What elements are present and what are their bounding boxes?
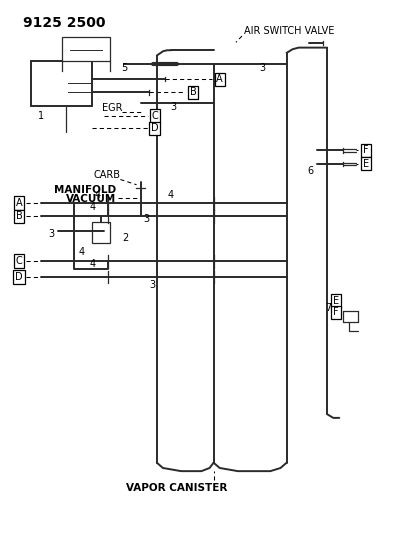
Text: 4: 4: [168, 190, 174, 200]
Text: 7: 7: [325, 303, 331, 313]
Bar: [62, 37, 110, 61]
Text: VAPOR CANISTER: VAPOR CANISTER: [127, 483, 228, 492]
Text: 3: 3: [48, 230, 55, 239]
Text: F: F: [363, 146, 369, 156]
Text: D: D: [15, 272, 23, 282]
Text: 3: 3: [150, 280, 156, 289]
Text: 1: 1: [38, 111, 44, 121]
Text: VACUUM: VACUUM: [66, 194, 116, 204]
Text: E: E: [363, 159, 369, 168]
Bar: [31, 61, 92, 106]
Text: B: B: [16, 212, 22, 221]
Text: F: F: [333, 308, 339, 317]
Text: AIR SWITCH VALVE: AIR SWITCH VALVE: [244, 27, 335, 36]
Text: MANIFOLD: MANIFOLD: [54, 184, 116, 195]
Text: 2: 2: [122, 233, 129, 243]
Text: 4: 4: [79, 247, 85, 257]
Text: 4: 4: [90, 259, 96, 269]
Text: EGR: EGR: [102, 103, 122, 113]
Text: E: E: [333, 296, 339, 306]
Text: B: B: [190, 87, 197, 98]
Text: C: C: [16, 256, 22, 266]
Text: A: A: [16, 198, 22, 208]
Text: 3: 3: [170, 102, 176, 112]
Text: 4: 4: [90, 201, 96, 212]
Text: 5: 5: [121, 63, 127, 74]
Text: A: A: [216, 74, 223, 84]
Text: 9125 2500: 9125 2500: [23, 16, 106, 30]
Text: 3: 3: [144, 214, 150, 224]
Text: 3: 3: [259, 63, 266, 74]
Text: CARB: CARB: [93, 170, 120, 180]
Text: 6: 6: [308, 166, 314, 176]
Text: D: D: [151, 123, 159, 133]
Bar: [92, 222, 110, 243]
Text: C: C: [151, 111, 158, 121]
Text: 4: 4: [95, 190, 101, 200]
